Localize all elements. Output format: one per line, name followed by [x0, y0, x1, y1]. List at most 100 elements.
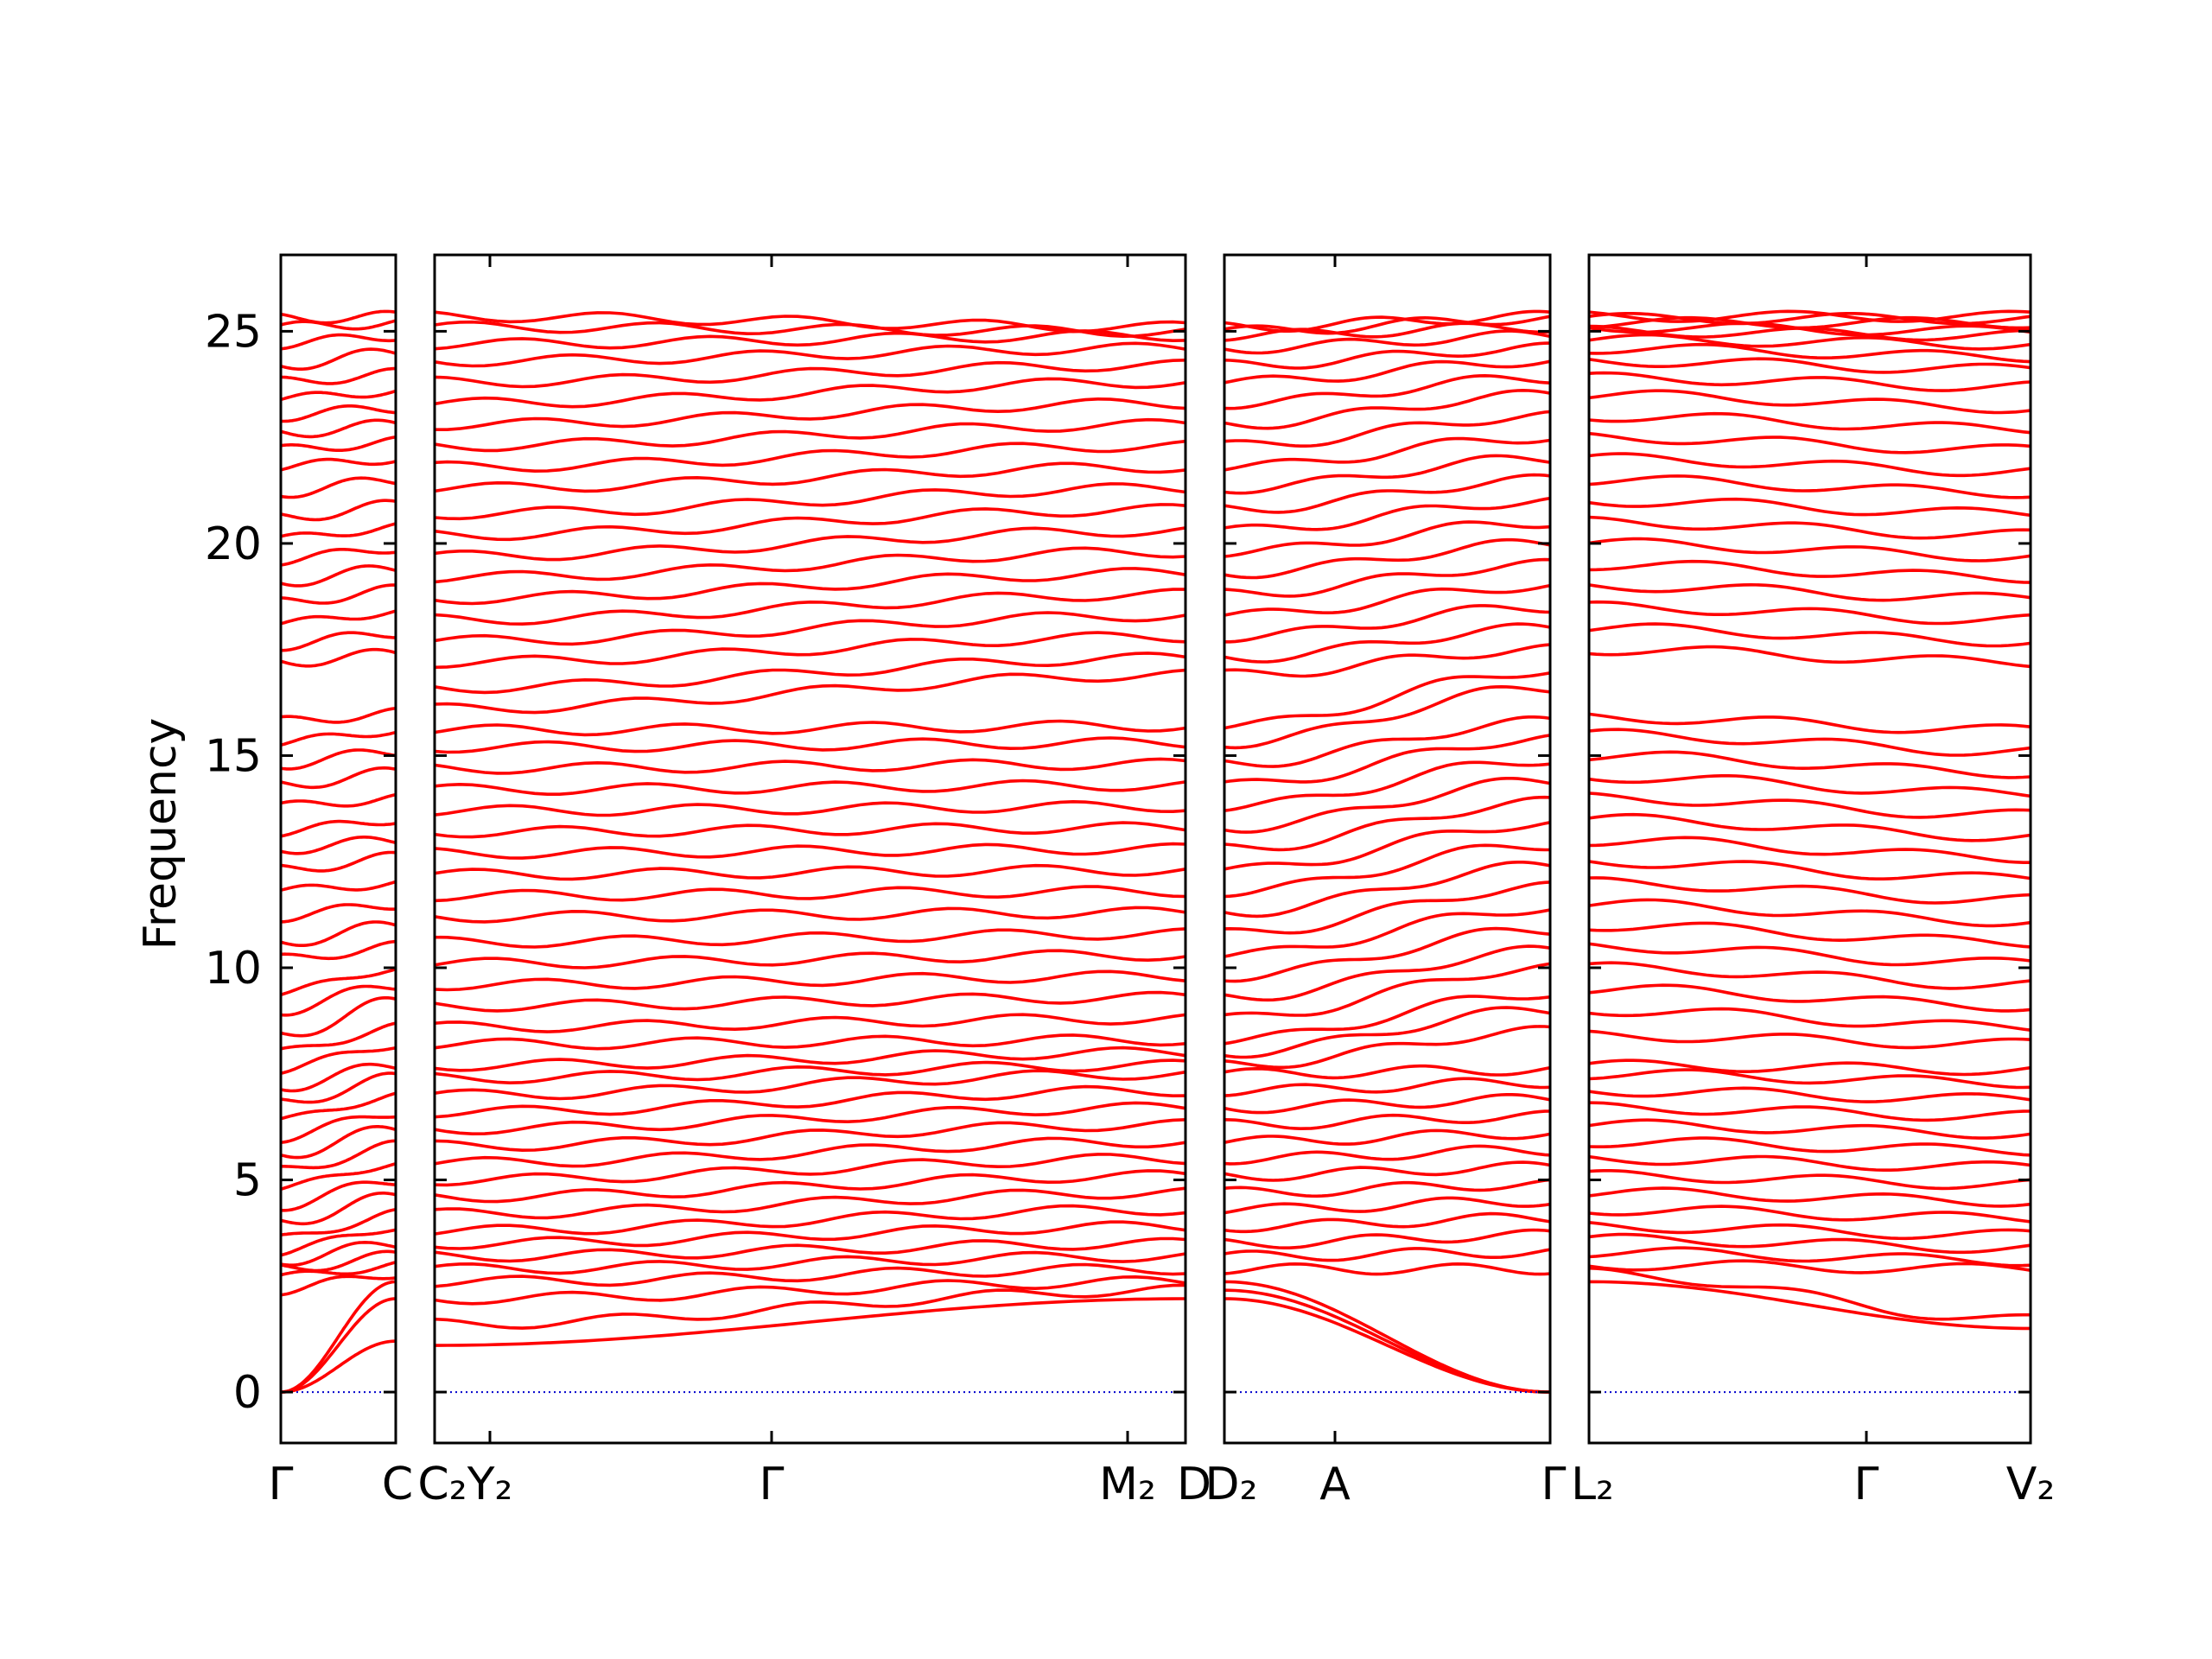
x-tick-label: M₂	[1099, 1459, 1156, 1510]
band-line	[1224, 1109, 1551, 1131]
band-line	[280, 333, 397, 351]
band-line	[280, 418, 397, 439]
band-line	[1224, 995, 1551, 1046]
band-line	[1588, 921, 2031, 949]
band-line	[1588, 728, 2031, 757]
band-line	[280, 476, 397, 499]
band-line	[1589, 1280, 2031, 1331]
band-line	[1588, 1232, 2031, 1255]
band-line	[280, 609, 397, 626]
band-line	[1588, 452, 2031, 478]
panel-4-bands	[1588, 309, 2031, 1331]
y-tick-label: 0	[233, 1367, 262, 1419]
band-line	[1588, 1029, 2031, 1050]
band-line	[1224, 520, 1551, 558]
band-line	[1224, 1128, 1551, 1146]
band-line	[1224, 583, 1551, 617]
band-line	[434, 949, 1186, 969]
band-line	[1588, 1007, 2031, 1032]
band-line	[434, 1118, 1186, 1153]
band-line	[280, 1228, 397, 1257]
band-line	[434, 969, 1186, 992]
x-tick-label: D	[1177, 1459, 1211, 1510]
band-line	[1224, 436, 1551, 472]
band-line	[280, 647, 397, 668]
band-line	[1588, 876, 2031, 905]
band-line	[1224, 734, 1551, 784]
band-line	[280, 1180, 397, 1212]
band-line	[1224, 760, 1551, 812]
x-tick-label: V₂	[2006, 1459, 2055, 1510]
band-line	[1588, 1118, 2031, 1140]
band-line	[1224, 622, 1551, 664]
band-line	[1588, 1154, 2031, 1172]
band-line	[1588, 860, 2031, 880]
band-line	[1224, 1196, 1551, 1215]
band-line	[1588, 1221, 2031, 1241]
band-line	[280, 389, 397, 402]
band-line	[280, 836, 397, 855]
band-line	[1588, 497, 2031, 518]
band-line	[1588, 898, 2031, 928]
band-line	[280, 1274, 397, 1297]
x-tick-label: Γ	[760, 1459, 785, 1510]
panel-1-frame	[279, 253, 397, 1445]
band-line	[434, 1153, 1186, 1187]
band-line	[1224, 777, 1551, 834]
band-line	[1588, 431, 2031, 454]
band-line	[1588, 342, 2031, 364]
band-line	[1588, 622, 2031, 648]
band-line	[1224, 671, 1551, 730]
band-line	[434, 439, 1186, 474]
band-line	[1588, 321, 2031, 337]
band-line	[1224, 410, 1551, 448]
panel-2-bands	[434, 310, 1186, 1347]
band-line	[1224, 373, 1551, 410]
band-line	[1224, 908, 1551, 958]
band-line	[434, 588, 1185, 626]
band-line	[1588, 357, 2031, 374]
band-line	[280, 1192, 397, 1226]
band-line	[1224, 359, 1551, 385]
band-line	[280, 766, 397, 790]
y-axis-label: Frequency	[135, 718, 187, 950]
band-line	[280, 792, 397, 808]
band-line	[1224, 643, 1551, 678]
band-line	[280, 996, 397, 1038]
band-line	[1224, 1178, 1551, 1198]
band-line	[280, 366, 396, 385]
y-tick-label: 5	[233, 1155, 262, 1207]
panel-4-frame	[1587, 253, 2032, 1445]
band-line	[1224, 454, 1551, 495]
band-line	[1588, 582, 2031, 602]
band-line	[1588, 1086, 2031, 1103]
band-line	[1224, 861, 1551, 918]
band-line	[1588, 600, 2031, 626]
band-line	[1224, 1280, 1551, 1394]
band-line	[1588, 1136, 2031, 1157]
band-line	[1588, 983, 2031, 1013]
band-line	[434, 482, 1186, 521]
band-line	[434, 1136, 1186, 1168]
band-line	[434, 1101, 1186, 1136]
band-line	[434, 611, 1186, 646]
band-line	[434, 1297, 1186, 1347]
band-line	[1224, 473, 1551, 514]
band-line	[280, 1249, 397, 1273]
x-tick-label: Γ	[1854, 1459, 1879, 1510]
band-line	[1588, 559, 2031, 584]
band-line	[1224, 684, 1551, 750]
band-line	[1224, 843, 1550, 899]
band-line	[1588, 774, 2031, 798]
band-line	[434, 1084, 1186, 1119]
band-line	[434, 341, 1186, 368]
band-line	[434, 503, 1186, 542]
band-line	[280, 404, 397, 423]
band-line	[280, 1162, 397, 1191]
band-line	[434, 668, 1186, 715]
y-tick-label: 10	[205, 943, 262, 995]
y-tick-label: 20	[205, 518, 262, 570]
band-line	[1224, 1247, 1551, 1262]
